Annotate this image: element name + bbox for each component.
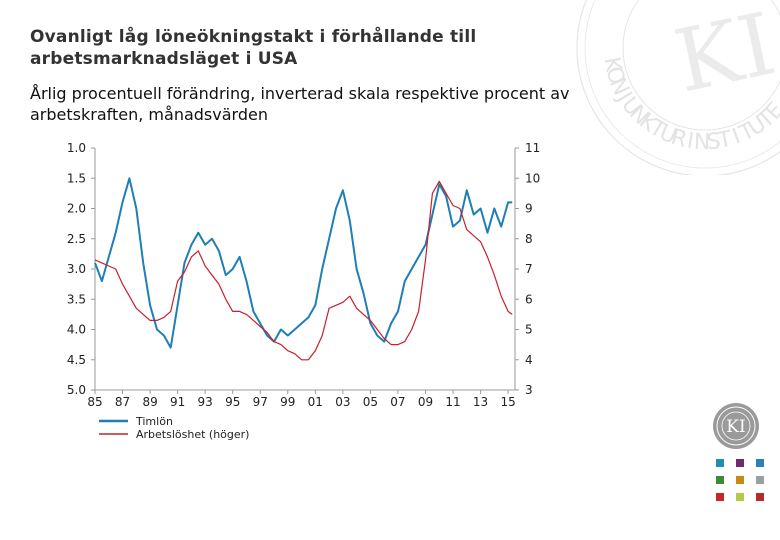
- chart-title: Ovanligt låg löneökningstakt i förhållan…: [30, 27, 477, 69]
- x-tick-label: 87: [115, 395, 130, 409]
- x-tick-label: 05: [363, 395, 378, 409]
- x-tick-label: 01: [308, 395, 323, 409]
- series-line-timlon: [94, 177, 513, 349]
- x-tick-label: 09: [418, 395, 433, 409]
- logo-monogram: KI: [726, 417, 745, 437]
- color-swatch: [756, 493, 764, 501]
- x-tick-label: 93: [198, 395, 213, 409]
- x-tick-label: 13: [473, 395, 488, 409]
- y-left-tick-label: 4.0: [67, 323, 86, 337]
- x-tick-label: 89: [142, 395, 157, 409]
- color-swatch: [736, 493, 744, 501]
- y-right-tick-label: 4: [525, 353, 533, 367]
- y-right-tick-label: 11: [525, 141, 540, 155]
- x-tick-label: 15: [500, 395, 515, 409]
- ki-logo: KI: [711, 401, 761, 455]
- color-swatch: [736, 459, 744, 467]
- seal-letter: O: [600, 64, 629, 88]
- seal-letter: S: [706, 129, 722, 155]
- series-line-arbetsloshet: [94, 180, 513, 361]
- y-right-tick-label: 8: [525, 232, 533, 246]
- legend-label: Timlön: [135, 415, 173, 428]
- seal-letter: N: [693, 130, 710, 156]
- chart-subtitle: Årlig procentuell förändring, inverterad…: [30, 84, 570, 124]
- x-tick-label: 85: [87, 395, 102, 409]
- x-tick-label: 95: [225, 395, 240, 409]
- y-left-tick-label: 2.0: [67, 202, 86, 216]
- x-tick-label: 07: [390, 395, 405, 409]
- x-tick-label: 11: [445, 395, 460, 409]
- y-right-tick-label: 3: [525, 383, 533, 397]
- x-tick-label: 99: [280, 395, 295, 409]
- color-swatch: [736, 476, 744, 484]
- color-swatch: [756, 459, 764, 467]
- y-left-tick-label: 3.5: [67, 292, 86, 306]
- y-left-tick-label: 2.5: [67, 232, 86, 246]
- y-right-tick-label: 5: [525, 323, 533, 337]
- seal-letter: I: [685, 129, 695, 155]
- y-right-tick-label: 6: [525, 292, 533, 306]
- seal-letter: T: [715, 127, 735, 155]
- x-tick-label: 97: [253, 395, 268, 409]
- x-tick-label: 91: [170, 395, 185, 409]
- color-swatch: [716, 459, 724, 467]
- y-left-tick-label: 1.0: [67, 141, 86, 155]
- y-left-tick-label: 1.5: [67, 171, 86, 185]
- seal-monogram: KI: [667, 0, 780, 113]
- legend-label: Arbetslöshet (höger): [136, 428, 249, 441]
- color-swatch: [756, 476, 764, 484]
- x-tick-label: 03: [335, 395, 350, 409]
- seal-letter: K: [598, 55, 625, 74]
- y-left-tick-label: 5.0: [67, 383, 86, 397]
- color-swatch: [716, 493, 724, 501]
- color-swatch: [716, 476, 724, 484]
- y-left-tick-label: 4.5: [67, 353, 86, 367]
- y-right-tick-label: 10: [525, 171, 540, 185]
- y-left-tick-label: 3.0: [67, 262, 86, 276]
- y-right-tick-label: 7: [525, 262, 533, 276]
- seal-letter: R: [668, 125, 690, 153]
- y-right-tick-label: 9: [525, 202, 533, 216]
